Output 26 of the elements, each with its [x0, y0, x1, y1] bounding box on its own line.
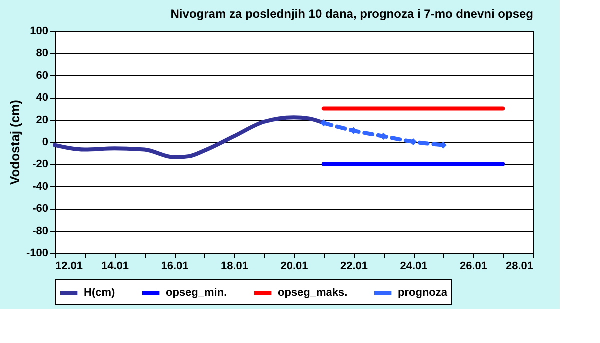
legend-label: opseg_maks. — [278, 287, 348, 299]
y-tick-label: 100 — [30, 26, 48, 38]
x-tick-label: 24.01 — [400, 260, 428, 272]
y-tick-label: -20 — [32, 158, 48, 171]
y-tick-label: 0 — [42, 136, 48, 148]
x-tick-label: 14.01 — [101, 260, 130, 272]
legend-label: H(cm) — [84, 287, 116, 299]
y-tick-label: -60 — [32, 203, 48, 216]
y-axis-title: Vodostaj (cm) — [7, 100, 22, 185]
y-tick-label: 80 — [36, 48, 48, 60]
y-tick-label: -80 — [32, 225, 48, 238]
x-tick-label: 18.01 — [220, 260, 249, 272]
y-tick-label: -40 — [32, 180, 48, 193]
x-tick-label: 20.01 — [280, 260, 308, 272]
x-tick-label: 22.01 — [340, 260, 368, 272]
legend-label: opseg_min. — [166, 287, 228, 299]
legend-label: prognoza — [398, 287, 448, 299]
x-tick-label: 26.01 — [460, 260, 488, 272]
y-tick-label: 60 — [36, 70, 48, 82]
x-tick-label: 16.01 — [161, 260, 189, 272]
x-tick-label: 28.01 — [506, 260, 534, 272]
x-tick-label: 12.01 — [56, 260, 84, 272]
y-tick-label: 20 — [36, 114, 48, 126]
chart-title: Nivogram za poslednjih 10 dana, prognoza i 7-mo dnevni opseg — [170, 7, 534, 21]
y-tick-label: 40 — [36, 92, 48, 104]
y-tick-label: -100 — [26, 248, 48, 260]
